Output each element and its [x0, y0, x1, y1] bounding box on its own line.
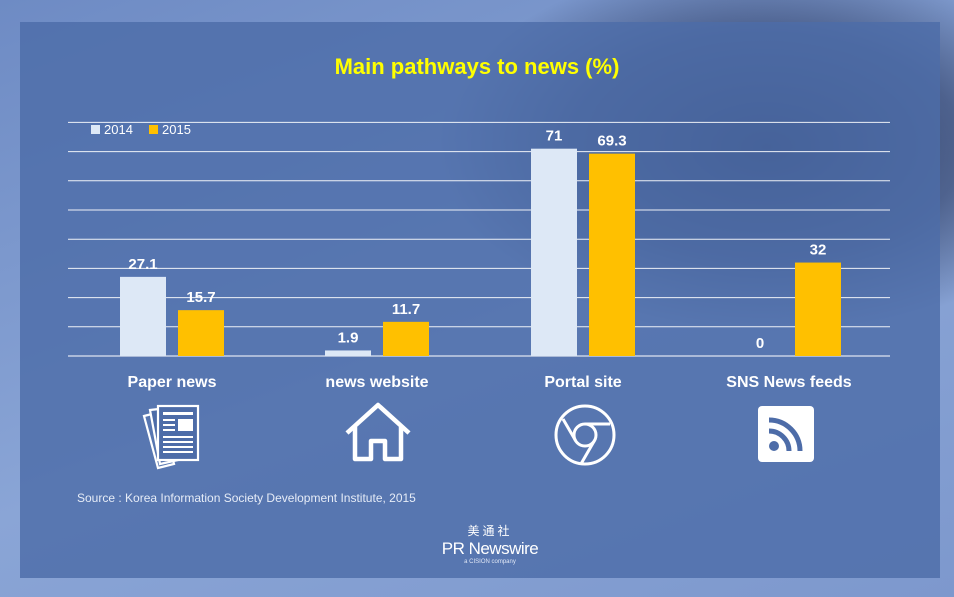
source-note: Source : Korea Information Society Devel… [77, 491, 416, 505]
category-label-3: SNS News feeds [726, 374, 851, 391]
data-label-2014-2: 71 [546, 128, 563, 145]
legend-label-2015: 2015 [162, 122, 191, 137]
logo-name: PR Newswire [441, 539, 539, 558]
bar-2015-0 [178, 310, 224, 356]
category-label-1: news website [325, 374, 428, 391]
data-label-2015-2: 69.3 [597, 133, 626, 150]
bar-2014-0 [120, 276, 166, 356]
bar-2015-2 [589, 153, 635, 356]
data-label-2014-1: 1.9 [338, 329, 359, 346]
legend-swatch-2014 [91, 125, 100, 134]
bar-2015-1 [383, 321, 429, 356]
rss-icon [758, 406, 814, 462]
category-label-0: Paper news [128, 374, 217, 391]
category-label-2: Portal site [544, 374, 621, 391]
home-icon [345, 402, 411, 462]
data-label-2014-3: 0 [756, 335, 764, 352]
data-label-2015-3: 32 [810, 242, 827, 259]
bar-2014-2 [531, 148, 577, 356]
logo-subtitle: a CISION company [464, 559, 516, 565]
prnewswire-logo: 美通社 PR Newswire a CISION company [430, 522, 550, 565]
logo-chinese-text: 美通社 [467, 524, 513, 538]
newspaper-icon [142, 404, 200, 470]
chrome-icon [554, 404, 616, 466]
legend-swatch-2015 [149, 125, 158, 134]
bar-2014-1 [325, 350, 371, 356]
chart-panel [20, 22, 940, 578]
data-label-2015-0: 15.7 [186, 289, 215, 306]
chart-title: Main pathways to news (%) [334, 54, 620, 79]
legend-label-2014: 2014 [104, 122, 133, 137]
bar-2015-3 [795, 262, 841, 356]
data-label-2014-0: 27.1 [128, 256, 157, 273]
data-label-2015-1: 11.7 [392, 301, 420, 318]
